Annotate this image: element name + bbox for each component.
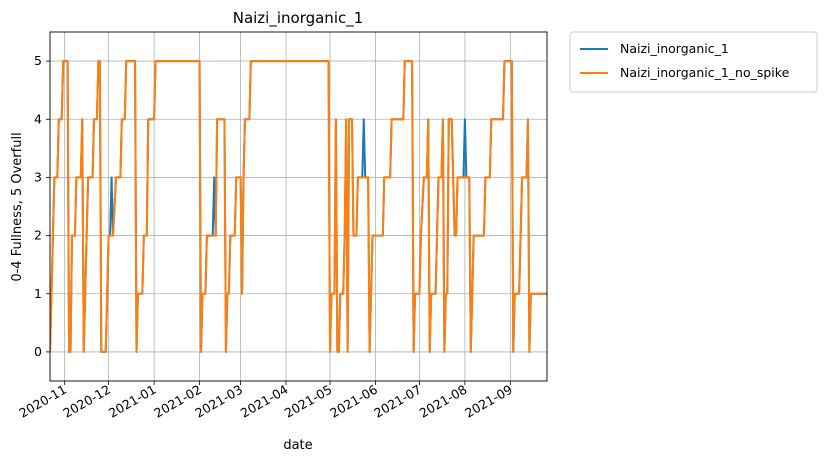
x-axis-label: date xyxy=(283,438,312,453)
y-tick-label: 0 xyxy=(34,344,42,359)
plot-area-frame xyxy=(49,31,548,382)
chart-title: Naizi_inorganic_1 xyxy=(233,9,364,28)
y-tick-label: 3 xyxy=(34,169,42,184)
legend-label-series-1: Naizi_inorganic_1 xyxy=(620,41,729,56)
series-line-2 xyxy=(50,60,547,353)
y-tick-label: 4 xyxy=(34,111,42,126)
legend-label-series-2: Naizi_inorganic_1_no_spike xyxy=(620,65,790,80)
y-axis-label: 0-4 Fullness, 5 Overfull xyxy=(10,132,25,281)
y-tick-label: 1 xyxy=(34,286,42,301)
legend-frame xyxy=(569,31,818,93)
y-tick-label: 5 xyxy=(34,53,42,68)
legend: Naizi_inorganic_1 Naizi_inorganic_1_no_s… xyxy=(569,31,818,93)
y-tick-label: 2 xyxy=(34,228,42,243)
series-lines xyxy=(50,60,547,353)
